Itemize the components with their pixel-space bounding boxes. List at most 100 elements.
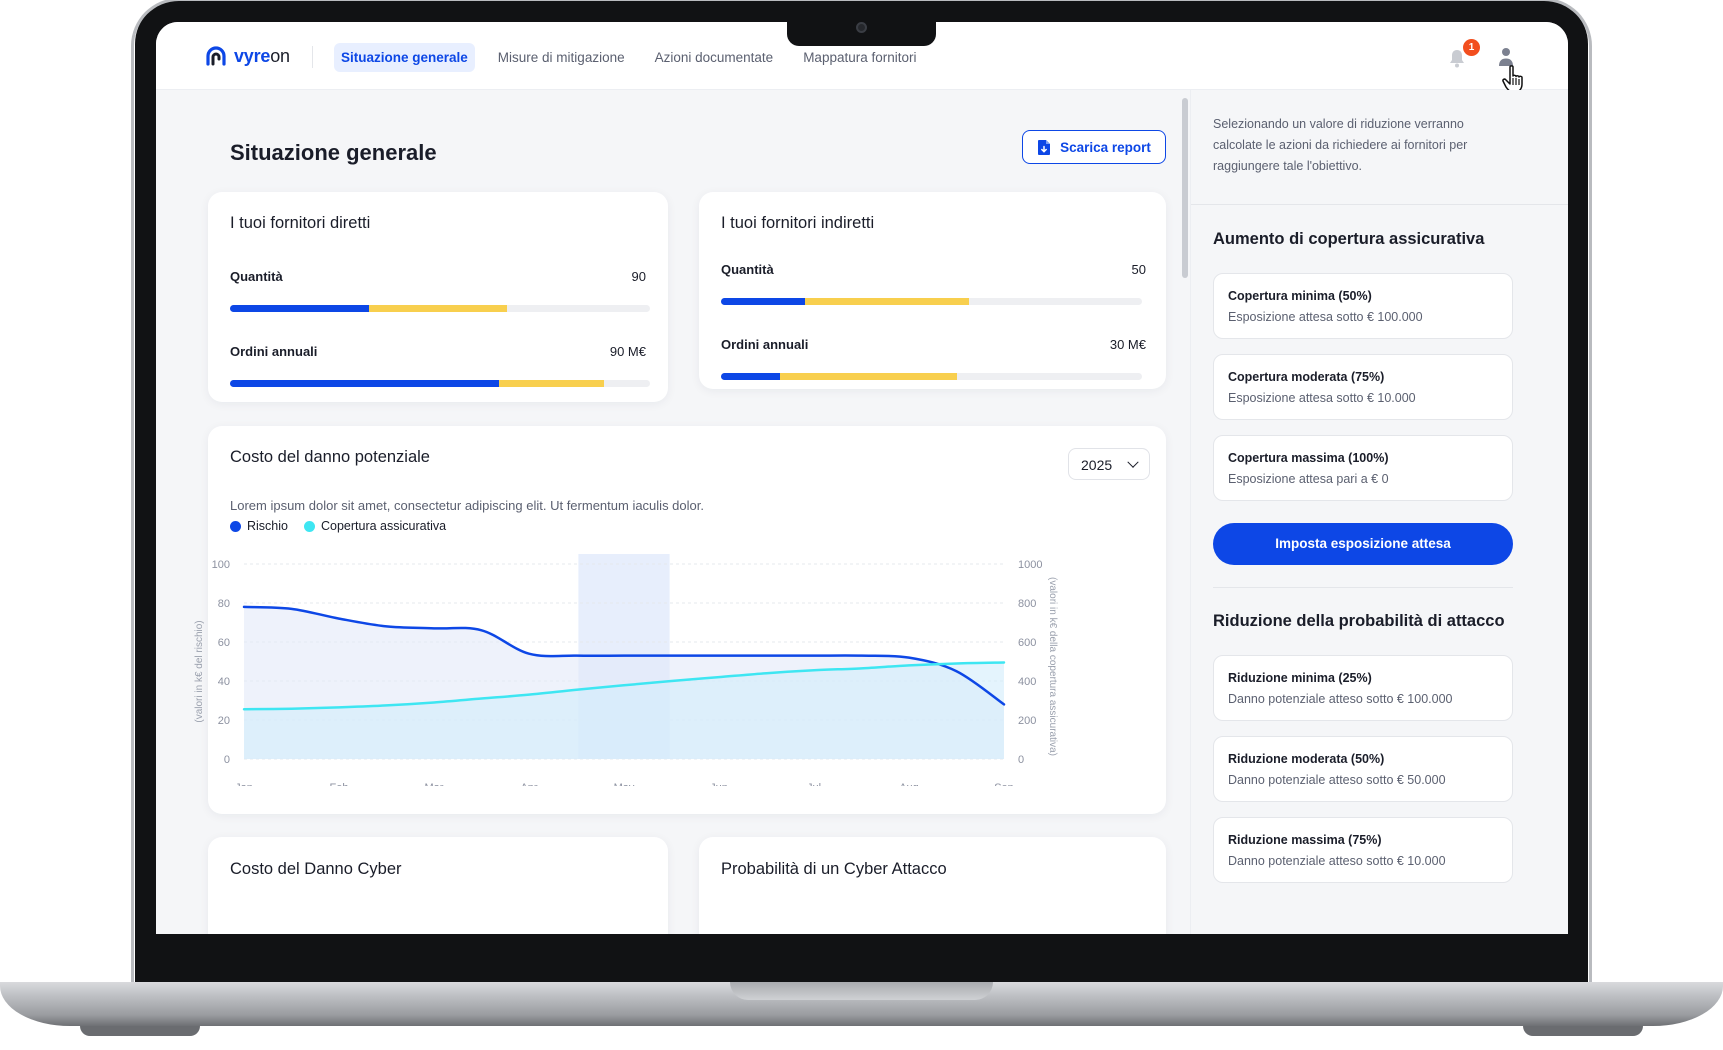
tab-misure-di-mitigazione[interactable]: Misure di mitigazione: [497, 50, 625, 65]
damage-chart-title: Costo del danno potenziale: [230, 448, 430, 466]
direct-suppliers-card: [208, 192, 668, 402]
coverage-title: Aumento di copertura assicurativa: [1213, 230, 1485, 248]
tab-mappatura-fornitori[interactable]: Mappatura fornitori: [803, 50, 917, 65]
x-tick-label: Aug: [899, 782, 919, 786]
legend-item-rischio[interactable]: Rischio: [230, 519, 288, 533]
cyber-damage-title: Costo del Danno Cyber: [230, 860, 402, 878]
logo[interactable]: vyreon: [204, 44, 290, 68]
x-tick-label: Apr: [520, 782, 537, 786]
option-title: Riduzione minima (25%): [1228, 671, 1372, 685]
y2-tick-label: 800: [1018, 598, 1036, 610]
direct-quantity-bar: [230, 305, 650, 312]
y-tick-label: 20: [218, 715, 230, 727]
side-intro-text: Selezionando un valore di riduzione verr…: [1213, 117, 1468, 173]
bar-blue-segment: [230, 380, 499, 387]
indirect-orders-label: Ordini annuali: [721, 337, 809, 352]
legend-label-copertura: Copertura assicurativa: [321, 519, 447, 533]
notification-badge: 1: [1463, 39, 1480, 56]
reduction-option-moderata[interactable]: Riduzione moderata (50%) Danno potenzial…: [1213, 736, 1513, 802]
bar-yellow-segment: [368, 305, 508, 312]
camera-notch: [787, 20, 936, 46]
nav-tabs: Situazione generale Misure di mitigazion…: [334, 43, 934, 72]
chevron-down-icon: [1127, 456, 1139, 468]
y-tick-label: 60: [218, 637, 230, 649]
logo-text: vyreon: [234, 45, 290, 66]
y-tick-label: 40: [218, 676, 230, 688]
x-tick-label: Sep: [994, 782, 1014, 786]
tab-situazione-generale[interactable]: Situazione generale: [334, 43, 475, 72]
bar-blue-segment: [230, 305, 369, 312]
indirect-orders-value: 30 M€: [1109, 337, 1146, 352]
bell-icon[interactable]: [1448, 48, 1466, 68]
cyber-attack-probability-title: Probabilità di un Cyber Attacco: [721, 860, 947, 878]
laptop-opening-notch: [730, 982, 993, 1000]
coverage-option-massima[interactable]: Copertura massima (100%) Esposizione att…: [1213, 435, 1513, 501]
coverage-option-minima[interactable]: Copertura minima (50%) Esposizione attes…: [1213, 273, 1513, 339]
legend-dot-copertura: [304, 520, 315, 532]
reduction-option-massima[interactable]: Riduzione massima (75%) Danno potenziale…: [1213, 817, 1513, 883]
indirect-quantity-bar: [721, 298, 1142, 305]
y2-tick-label: 600: [1018, 637, 1036, 649]
option-title: Riduzione massima (75%): [1228, 833, 1382, 847]
file-download-icon: [1038, 139, 1051, 155]
x-tick-label: Jul: [807, 782, 821, 786]
y2-tick-label: 200: [1018, 715, 1036, 727]
direct-orders-label: Ordini annuali: [230, 344, 318, 359]
chart-legend: Rischio Copertura assicurativa: [230, 519, 446, 533]
legend-item-copertura[interactable]: Copertura assicurativa: [304, 519, 446, 533]
user-icon[interactable]: [1496, 46, 1516, 68]
bar-yellow-segment: [498, 380, 604, 387]
direct-quantity-value: 90: [631, 269, 646, 284]
option-title: Riduzione moderata (50%): [1228, 752, 1385, 766]
logo-divider: [312, 46, 313, 68]
pointer-cursor-icon: [1502, 65, 1523, 93]
direct-orders-value: 90 M€: [609, 344, 646, 359]
bar-yellow-segment: [805, 298, 970, 305]
year-select-value: 2025: [1081, 457, 1113, 473]
download-report-button[interactable]: Scarica report: [1022, 130, 1166, 164]
option-subtitle: Esposizione attesa pari a € 0: [1228, 472, 1389, 486]
option-title: Copertura massima (100%): [1228, 451, 1389, 465]
series-area-copertura-assicurativa: [244, 662, 1004, 759]
indirect-suppliers-title: I tuoi fornitori indiretti: [721, 214, 875, 232]
option-subtitle: Danno potenziale atteso sotto € 50.000: [1228, 773, 1446, 787]
y-axis-label: (valori in k€ del rischio): [194, 620, 205, 722]
damage-chart-subtitle: Lorem ipsum dolor sit amet, consectetur …: [230, 498, 704, 513]
indirect-suppliers-card: [699, 192, 1166, 389]
main-scrollbar[interactable]: [1182, 98, 1188, 278]
indirect-orders-bar: [721, 373, 1142, 380]
set-expected-exposure-button[interactable]: Imposta esposizione attesa: [1213, 523, 1513, 565]
direct-orders-bar: [230, 380, 650, 387]
top-navigation: vyreon Situazione generale Misure di mit…: [156, 22, 1568, 93]
x-tick-label: May: [614, 782, 635, 786]
series-line-copertura-assicurativa: [242, 661, 1006, 711]
direct-quantity-label: Quantità: [230, 269, 283, 284]
indirect-quantity-value: 50: [1131, 262, 1146, 277]
option-subtitle: Danno potenziale atteso sotto € 10.000: [1228, 854, 1446, 868]
reduction-title: Riduzione della probabilità di attacco: [1213, 612, 1505, 630]
x-tick-label: Jun: [710, 782, 728, 786]
page-title: Situazione generale: [230, 140, 437, 165]
bar-blue-segment: [721, 298, 806, 305]
cyber-attack-probability-card: [699, 837, 1166, 934]
camera-icon: [856, 22, 867, 33]
laptop-feet: [80, 1026, 1643, 1040]
series-line-rischio: [242, 605, 1006, 706]
x-tick-label: Jan: [235, 782, 253, 786]
option-subtitle: Esposizione attesa sotto € 10.000: [1228, 391, 1416, 405]
side-panel: Selezionando un valore di riduzione verr…: [1190, 90, 1568, 934]
y-tick-label: 0: [224, 754, 230, 766]
year-select[interactable]: 2025: [1068, 448, 1150, 480]
y2-axis-label: (valori in k€ della copertura assicurati…: [1047, 577, 1058, 756]
option-subtitle: Esposizione attesa sotto € 100.000: [1228, 310, 1423, 324]
bar-yellow-segment: [779, 373, 957, 380]
y2-tick-label: 1000: [1018, 559, 1042, 571]
option-title: Copertura minima (50%): [1228, 289, 1372, 303]
legend-dot-rischio: [230, 520, 241, 532]
y2-tick-label: 0: [1018, 754, 1024, 766]
reduction-option-minima[interactable]: Riduzione minima (25%) Danno potenziale …: [1213, 655, 1513, 721]
tab-azioni-documentate[interactable]: Azioni documentate: [654, 50, 774, 65]
y-tick-label: 80: [218, 598, 230, 610]
coverage-option-moderata[interactable]: Copertura moderata (75%) Esposizione att…: [1213, 354, 1513, 420]
